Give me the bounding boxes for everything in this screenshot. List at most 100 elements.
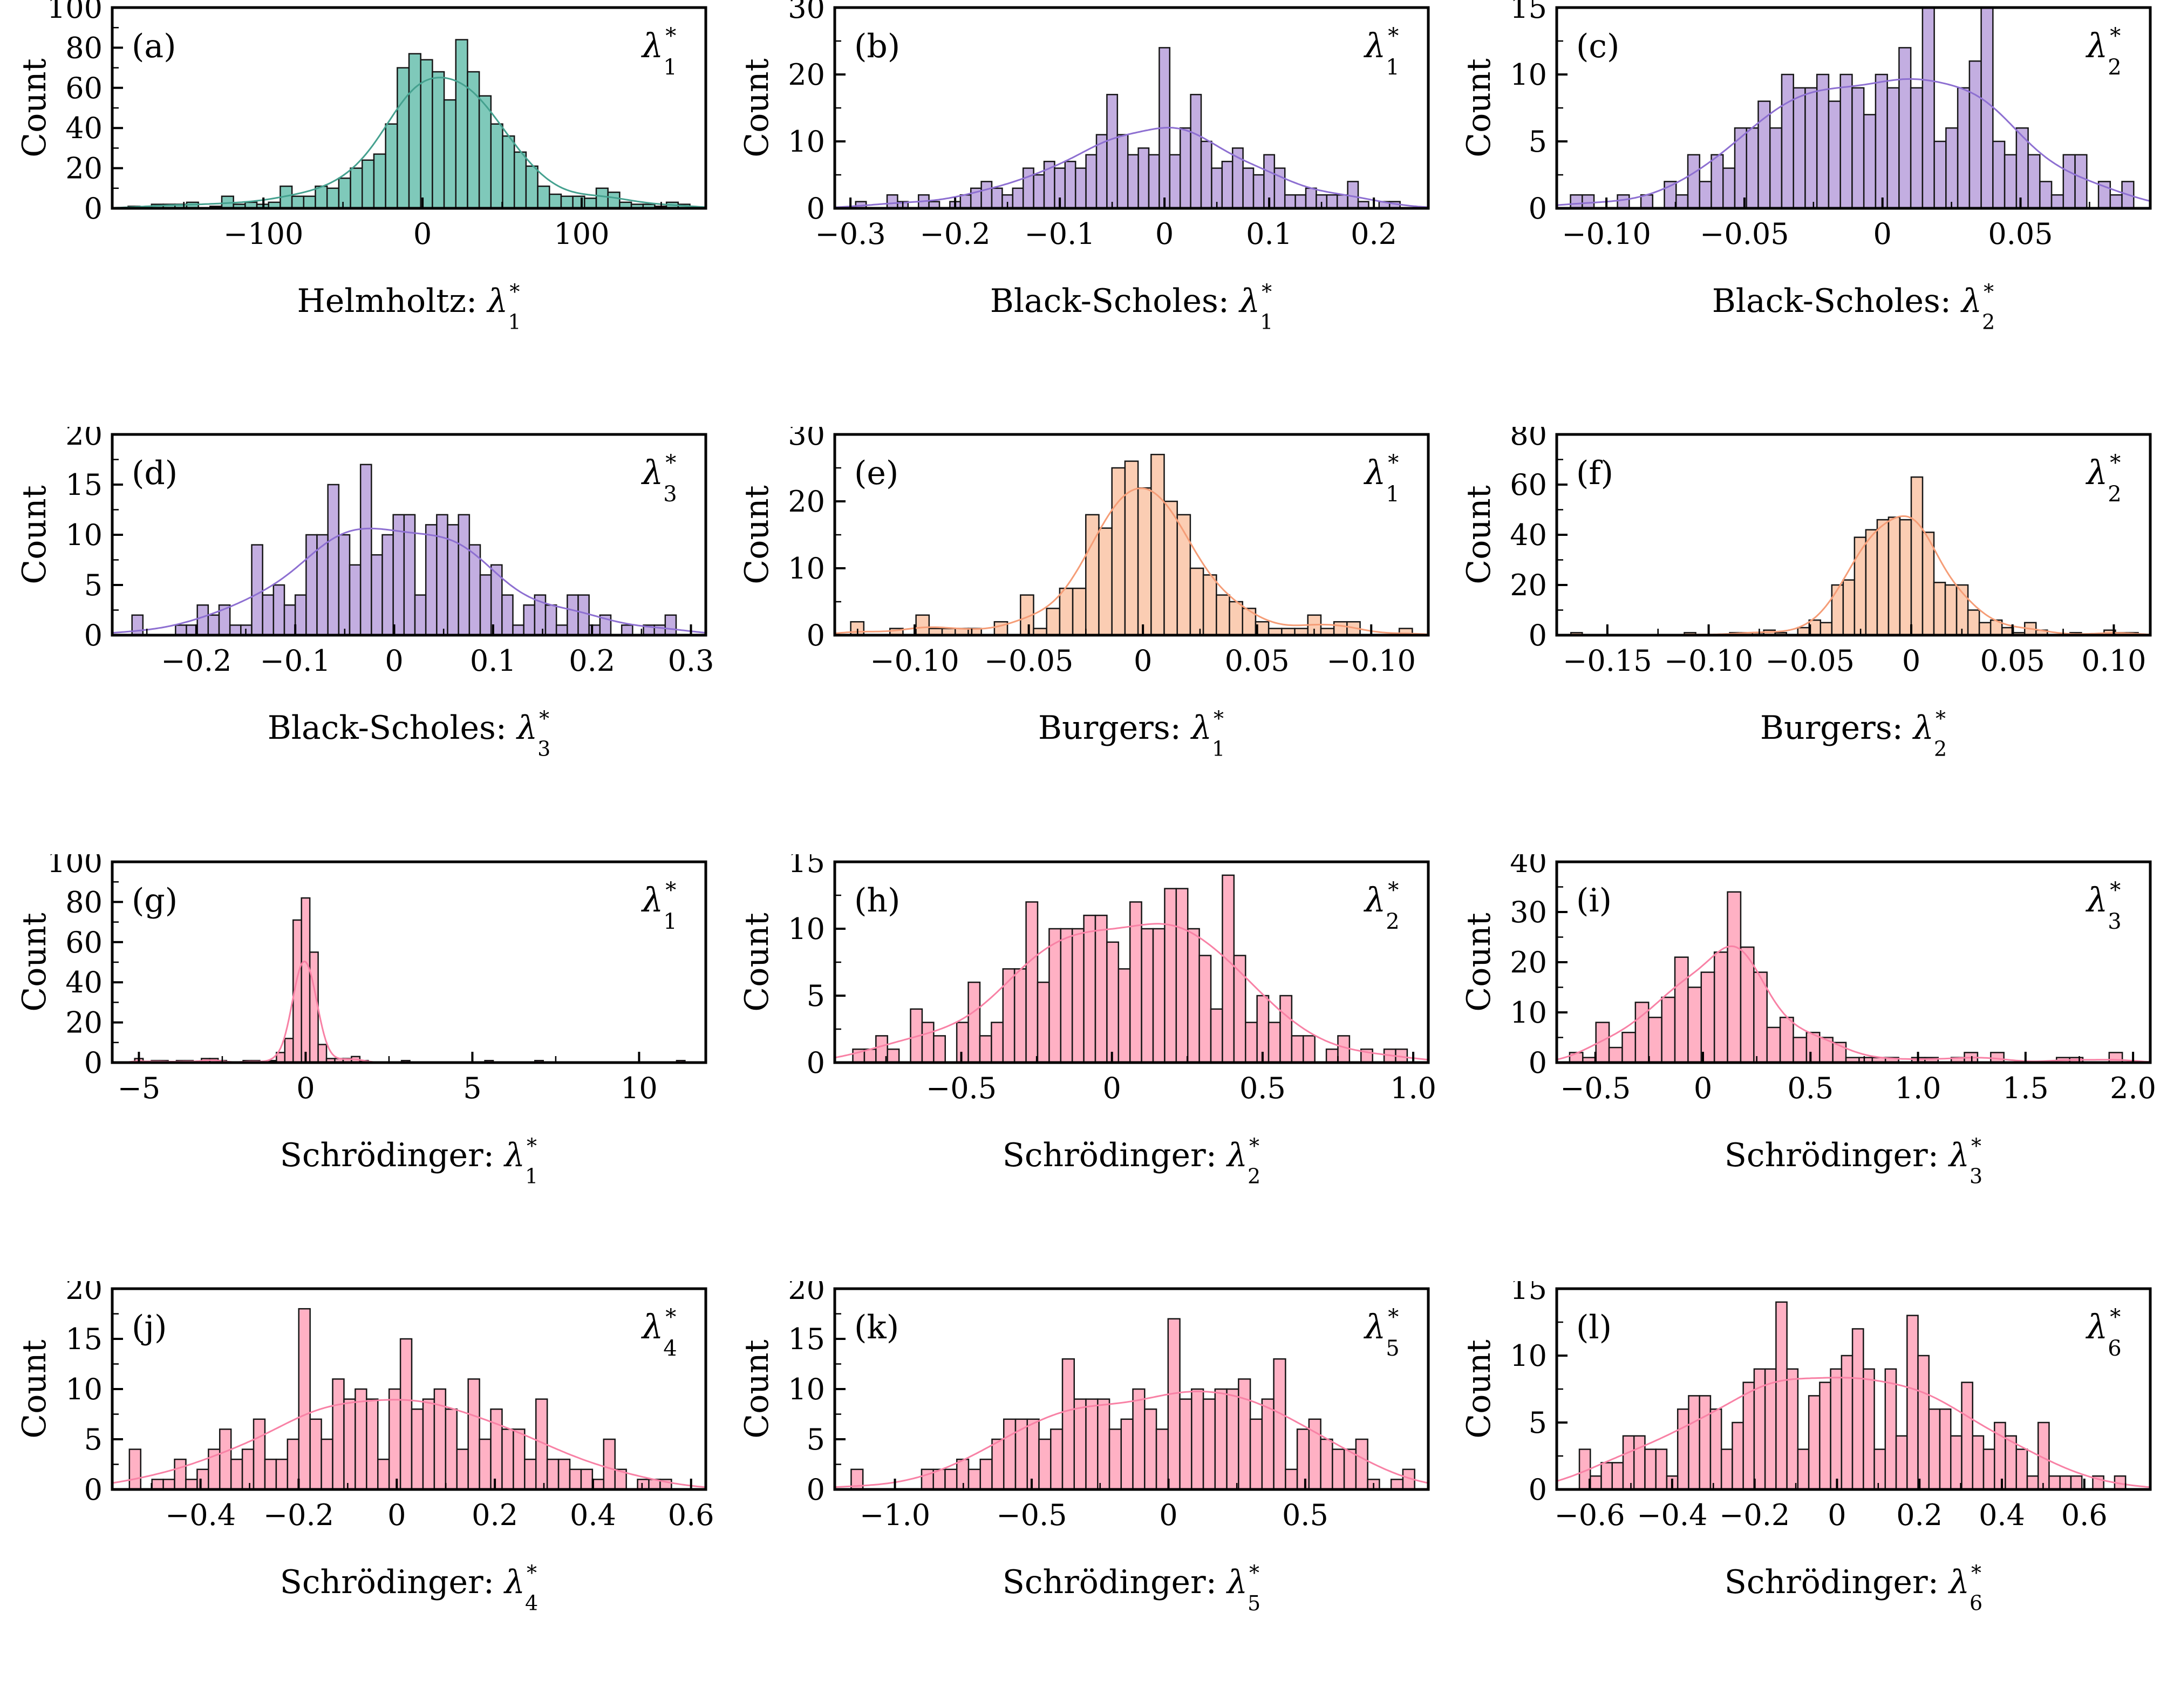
hist-bar (567, 594, 579, 636)
hist-bar (326, 187, 340, 209)
x-tick-label: 10 (621, 1071, 658, 1105)
hist-bar (1137, 147, 1149, 209)
hist-bar (1711, 154, 1724, 209)
x-tick-label: 0.2 (569, 644, 615, 678)
hist-bar (479, 574, 492, 636)
y-tick-label: 0 (1529, 1046, 1547, 1080)
plot-frame (833, 433, 1430, 637)
hist-bar (1793, 87, 1806, 209)
histogram-bars (128, 1308, 672, 1489)
hist-bar (607, 191, 621, 209)
hist-bar (1980, 8, 1994, 209)
y-tick-label: 5 (806, 979, 824, 1013)
hist-bar (1863, 1368, 1876, 1489)
hist-bar (1179, 127, 1191, 209)
hist-bar (388, 1388, 401, 1489)
hist-bar (513, 151, 527, 209)
panel-letter: (e) (854, 454, 898, 492)
y-axis-label: Count (1460, 1339, 1498, 1438)
hist-bar (218, 604, 231, 636)
hist-bar (253, 1418, 266, 1489)
hist-bar (1064, 160, 1076, 209)
x-tick-label: 0.10 (2082, 644, 2146, 678)
hist-bar (229, 624, 242, 636)
x-tick-label: 0.6 (668, 1498, 714, 1532)
hist-bar (1140, 928, 1154, 1063)
histogram-bars (1570, 8, 2135, 209)
hist-bar (577, 594, 590, 636)
x-tick-label: 1.5 (2002, 1071, 2049, 1105)
hist-bar (397, 67, 410, 209)
hist-bar (1775, 1301, 1788, 1489)
x-tick-label: 0 (296, 1071, 315, 1105)
hist-bar (1873, 1448, 1886, 1489)
y-tick-label: 15 (788, 854, 825, 879)
y-tick-label: 15 (1510, 1281, 1547, 1306)
hist-bar (317, 1043, 328, 1063)
y-tick-label: 40 (65, 965, 103, 999)
panel-letter: (k) (854, 1309, 899, 1346)
hist-bar (979, 1035, 992, 1063)
histogram-canvas-a: −100 0 100 0 20 40 60 80 100 (a) λ * 1 Helmholtz: λ* 1… (16, 0, 707, 334)
y-tick-label: 0 (1529, 618, 1547, 652)
hist-bar (1296, 1428, 1310, 1489)
x-tick-label: 0.6 (2061, 1498, 2108, 1532)
hist-bar (1237, 1378, 1251, 1489)
hist-bar (381, 534, 394, 636)
x-axis-label: Schrödinger: λ* 3 (1725, 1134, 1982, 1188)
y-tick-label: 20 (1510, 945, 1547, 979)
hist-bar (1699, 181, 1712, 209)
y-axis-label: Count (16, 58, 53, 157)
hist-bar (1152, 928, 1166, 1063)
x-axis-label: Schrödinger: λ* 4 (280, 1561, 538, 1615)
hist-bar (1294, 194, 1306, 209)
kde-curve (1557, 78, 2151, 206)
histogram-canvas-e: −0.10 −0.05 0 0.05 −0.10 0 10 20 30 (e) λ * 1 Burgers… (738, 427, 1430, 761)
hist-bar (343, 1398, 356, 1489)
hist-bar (1291, 1035, 1304, 1063)
hist-bar (1804, 87, 1818, 209)
hist-bar (1979, 622, 1992, 636)
histogram-bars (131, 464, 677, 636)
hist-bar (1766, 1026, 1781, 1063)
x-tick-label: 0.05 (1980, 644, 2045, 678)
x-tick-label: −0.10 (1562, 217, 1651, 251)
histogram-canvas-j: −0.4 −0.2 0 0.2 0.4 0.6 0 5 10 15 20 (j) λ * 4 Schrödin… (16, 1281, 714, 1615)
hist-bar (1687, 986, 1702, 1063)
y-tick-label: 15 (65, 1322, 103, 1356)
hist-bar (1851, 87, 1865, 209)
hist-bar (1095, 134, 1108, 209)
panel-letter: (l) (1576, 1309, 1612, 1346)
x-tick-label: 0 (387, 1498, 406, 1532)
hist-bar (287, 1438, 299, 1489)
x-tick-label: 0.1 (470, 644, 516, 678)
histogram-canvas-b: −0.3 −0.2 −0.1 0 0.1 0.2 0 10 20 30 (b) λ * 1 Black-Sc… (738, 0, 1430, 334)
hist-bar (1305, 187, 1317, 209)
hist-bar (1899, 519, 1912, 636)
hist-bar (546, 1458, 560, 1489)
plot-frame (1555, 433, 2152, 637)
hist-bar (1357, 201, 1369, 209)
hist-bar (283, 604, 296, 636)
hist-bar (408, 53, 421, 209)
y-axis-label: Count (16, 1339, 53, 1438)
hist-bar (595, 187, 609, 209)
hist-bar (1852, 1328, 1864, 1489)
param-tag: λ * 4 (640, 1305, 677, 1361)
y-tick-label: 20 (788, 485, 825, 519)
hist-bar (1688, 1394, 1701, 1489)
hist-bar (1764, 1368, 1777, 1489)
axis-ticks (834, 6, 1375, 210)
hist-bar (1740, 946, 1755, 1063)
hist-bar (467, 1378, 480, 1489)
hist-bar (1187, 928, 1200, 1063)
axis-ticks (834, 860, 1414, 1064)
x-axis-label: Helmholtz: λ* 1 (297, 280, 521, 334)
hist-bar (366, 1398, 379, 1489)
hist-bar (1895, 1435, 1908, 1489)
hist-bar (1933, 582, 1946, 636)
hist-bar (1331, 1448, 1345, 1489)
hist-bar (584, 198, 597, 209)
hist-bar (1333, 621, 1348, 636)
